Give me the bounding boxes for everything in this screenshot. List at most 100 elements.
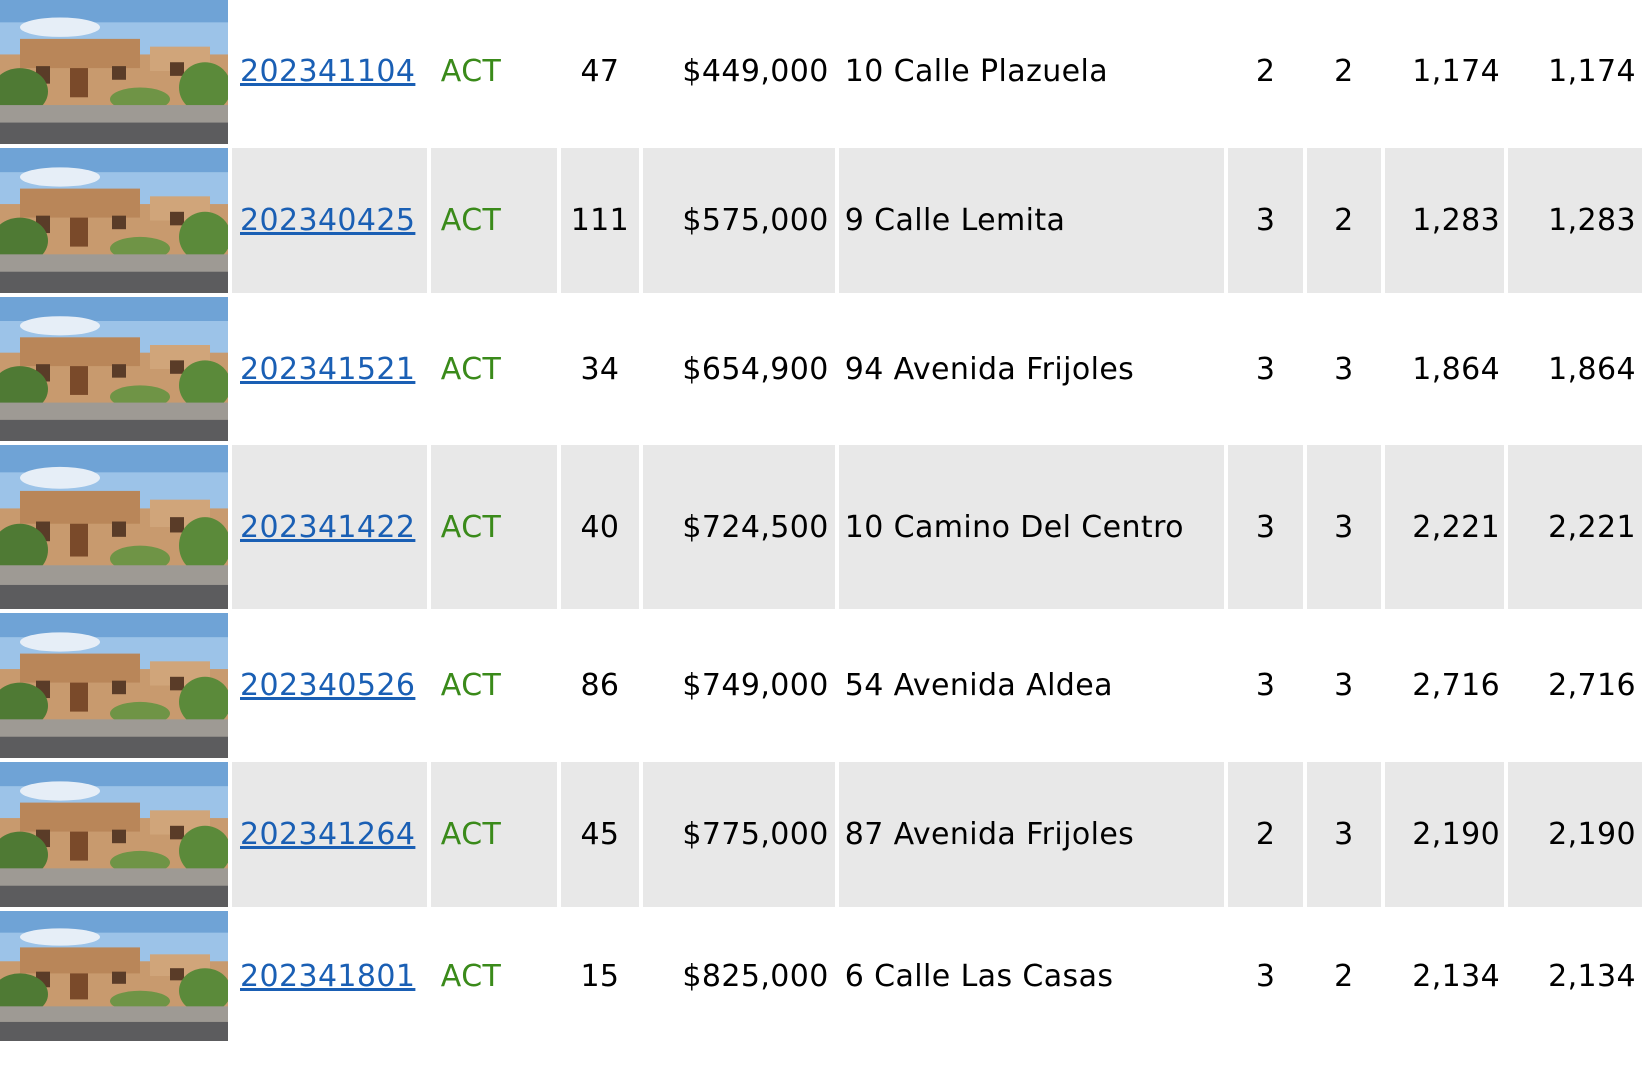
address-cell: 10 Camino Del Centro xyxy=(838,445,1225,609)
price-cell: $825,000 xyxy=(682,958,829,994)
address-cell: 87 Avenida Frijoles xyxy=(838,762,1225,907)
mls-number-cell[interactable]: 202341422 xyxy=(232,445,427,609)
total-square-feet-cell: 2,221 xyxy=(1508,445,1642,609)
bathrooms-cell: 3 xyxy=(1306,762,1381,907)
days-on-market-cell: 34 xyxy=(580,351,620,387)
square-feet-cell: 2,716 xyxy=(1412,668,1501,703)
house-photo-icon xyxy=(0,297,228,441)
mls-number-cell[interactable]: 202340526 xyxy=(232,613,427,758)
photo-cell[interactable] xyxy=(0,0,228,144)
status-cell: ACT xyxy=(440,668,502,703)
listing-photo[interactable] xyxy=(0,911,228,1041)
status-cell: ACT xyxy=(430,445,557,609)
mls-number-link[interactable]: 202340526 xyxy=(240,668,416,703)
photo-cell[interactable] xyxy=(0,762,228,907)
address-cell: 94 Avenida Frijoles xyxy=(844,351,1135,387)
price-cell: $775,000 xyxy=(642,762,835,907)
table-row[interactable]: 202341801 ACT 15 $825,000 6 Calle Las Ca… xyxy=(0,911,1642,1041)
total-square-feet-cell: 1,864 xyxy=(1548,351,1636,387)
bedrooms-cell: 3 xyxy=(1255,668,1276,703)
photo-cell[interactable] xyxy=(0,445,228,609)
listing-photo[interactable] xyxy=(0,613,228,758)
total-square-feet-cell: 1,283 xyxy=(1508,148,1642,293)
status-cell: ACT xyxy=(430,762,557,907)
mls-number-link[interactable]: 202341264 xyxy=(240,817,416,852)
days-on-market-cell: 15 xyxy=(580,958,620,994)
listing-photo[interactable] xyxy=(0,0,228,144)
table-row[interactable]: 202340526 ACT 86 $749,000 54 Avenida Ald… xyxy=(0,613,1642,758)
price-cell: $724,500 xyxy=(642,445,835,609)
mls-number-link[interactable]: 202340425 xyxy=(240,203,416,238)
square-feet-cell: 2,134 xyxy=(1412,958,1501,994)
house-photo-icon xyxy=(0,911,228,1041)
status-cell: ACT xyxy=(440,351,502,387)
bedrooms-cell: 3 xyxy=(1228,148,1303,293)
days-on-market-cell: 47 xyxy=(580,53,620,89)
price-cell: $575,000 xyxy=(642,148,835,293)
mls-number-cell[interactable]: 202341264 xyxy=(232,762,427,907)
address-cell: 6 Calle Las Casas xyxy=(844,958,1114,994)
square-feet-cell: 2,190 xyxy=(1384,762,1505,907)
total-square-feet-cell: 2,190 xyxy=(1508,762,1642,907)
table-row[interactable]: 202341264 ACT 45 $775,000 87 Avenida Fri… xyxy=(0,762,1642,907)
status-cell: ACT xyxy=(430,148,557,293)
days-on-market-cell: 40 xyxy=(560,445,639,609)
days-on-market-cell: 45 xyxy=(560,762,639,907)
price-cell: $449,000 xyxy=(682,53,829,89)
table-row[interactable]: 202341521 ACT 34 $654,900 94 Avenida Fri… xyxy=(0,297,1642,441)
house-photo-icon xyxy=(0,613,228,758)
total-square-feet-cell: 2,134 xyxy=(1548,958,1636,994)
bathrooms-cell: 2 xyxy=(1334,958,1354,994)
status-cell: ACT xyxy=(440,53,502,89)
total-square-feet-cell: 2,716 xyxy=(1548,668,1636,703)
total-square-feet-cell: 1,174 xyxy=(1548,53,1636,89)
bathrooms-cell: 3 xyxy=(1334,668,1354,703)
house-photo-icon xyxy=(0,762,228,907)
mls-number-cell[interactable]: 202341521 xyxy=(232,297,427,441)
table-row[interactable]: 202341104 ACT 47 $449,000 10 Calle Plazu… xyxy=(0,0,1642,144)
square-feet-cell: 1,864 xyxy=(1412,351,1501,387)
listing-photo[interactable] xyxy=(0,445,228,609)
price-cell: $654,900 xyxy=(682,351,829,387)
days-on-market-cell: 111 xyxy=(560,148,639,293)
mls-number-cell[interactable]: 202341104 xyxy=(232,0,427,144)
address-cell: 10 Calle Plazuela xyxy=(844,53,1109,89)
mls-number-cell[interactable]: 202341801 xyxy=(232,911,427,1041)
mls-number-cell[interactable]: 202340425 xyxy=(232,148,427,293)
price-cell: $749,000 xyxy=(682,668,829,703)
bedrooms-cell: 3 xyxy=(1228,445,1303,609)
listings-table: 202341104 ACT 47 $449,000 10 Calle Plazu… xyxy=(0,0,1642,1041)
square-feet-cell: 2,221 xyxy=(1384,445,1505,609)
mls-number-link[interactable]: 202341801 xyxy=(240,958,416,994)
table-row[interactable]: 202340425 ACT 111 $575,000 9 Calle Lemit… xyxy=(0,148,1642,293)
listing-photo[interactable] xyxy=(0,297,228,441)
mls-number-link[interactable]: 202341104 xyxy=(240,53,416,89)
square-feet-cell: 1,174 xyxy=(1412,53,1501,89)
bedrooms-cell: 2 xyxy=(1255,53,1276,89)
mls-number-link[interactable]: 202341422 xyxy=(240,509,416,545)
photo-cell[interactable] xyxy=(0,148,228,293)
listing-photo[interactable] xyxy=(0,148,228,293)
square-feet-cell: 1,283 xyxy=(1384,148,1505,293)
bathrooms-cell: 2 xyxy=(1334,53,1354,89)
address-cell: 54 Avenida Aldea xyxy=(844,668,1113,703)
house-photo-icon xyxy=(0,148,228,293)
bedrooms-cell: 2 xyxy=(1228,762,1303,907)
photo-cell[interactable] xyxy=(0,911,228,1041)
table-row[interactable]: 202341422 ACT 40 $724,500 10 Camino Del … xyxy=(0,445,1642,609)
listing-photo[interactable] xyxy=(0,762,228,907)
bathrooms-cell: 3 xyxy=(1306,445,1381,609)
bathrooms-cell: 3 xyxy=(1334,351,1354,387)
bathrooms-cell: 2 xyxy=(1306,148,1381,293)
days-on-market-cell: 86 xyxy=(580,668,620,703)
bedrooms-cell: 3 xyxy=(1255,958,1276,994)
photo-cell[interactable] xyxy=(0,613,228,758)
house-photo-icon xyxy=(0,445,228,609)
house-photo-icon xyxy=(0,0,228,144)
address-cell: 9 Calle Lemita xyxy=(838,148,1225,293)
mls-number-link[interactable]: 202341521 xyxy=(240,351,416,387)
bedrooms-cell: 3 xyxy=(1255,351,1276,387)
listings-body: 202341104 ACT 47 $449,000 10 Calle Plazu… xyxy=(0,0,1642,1041)
photo-cell[interactable] xyxy=(0,297,228,441)
status-cell: ACT xyxy=(440,958,502,994)
